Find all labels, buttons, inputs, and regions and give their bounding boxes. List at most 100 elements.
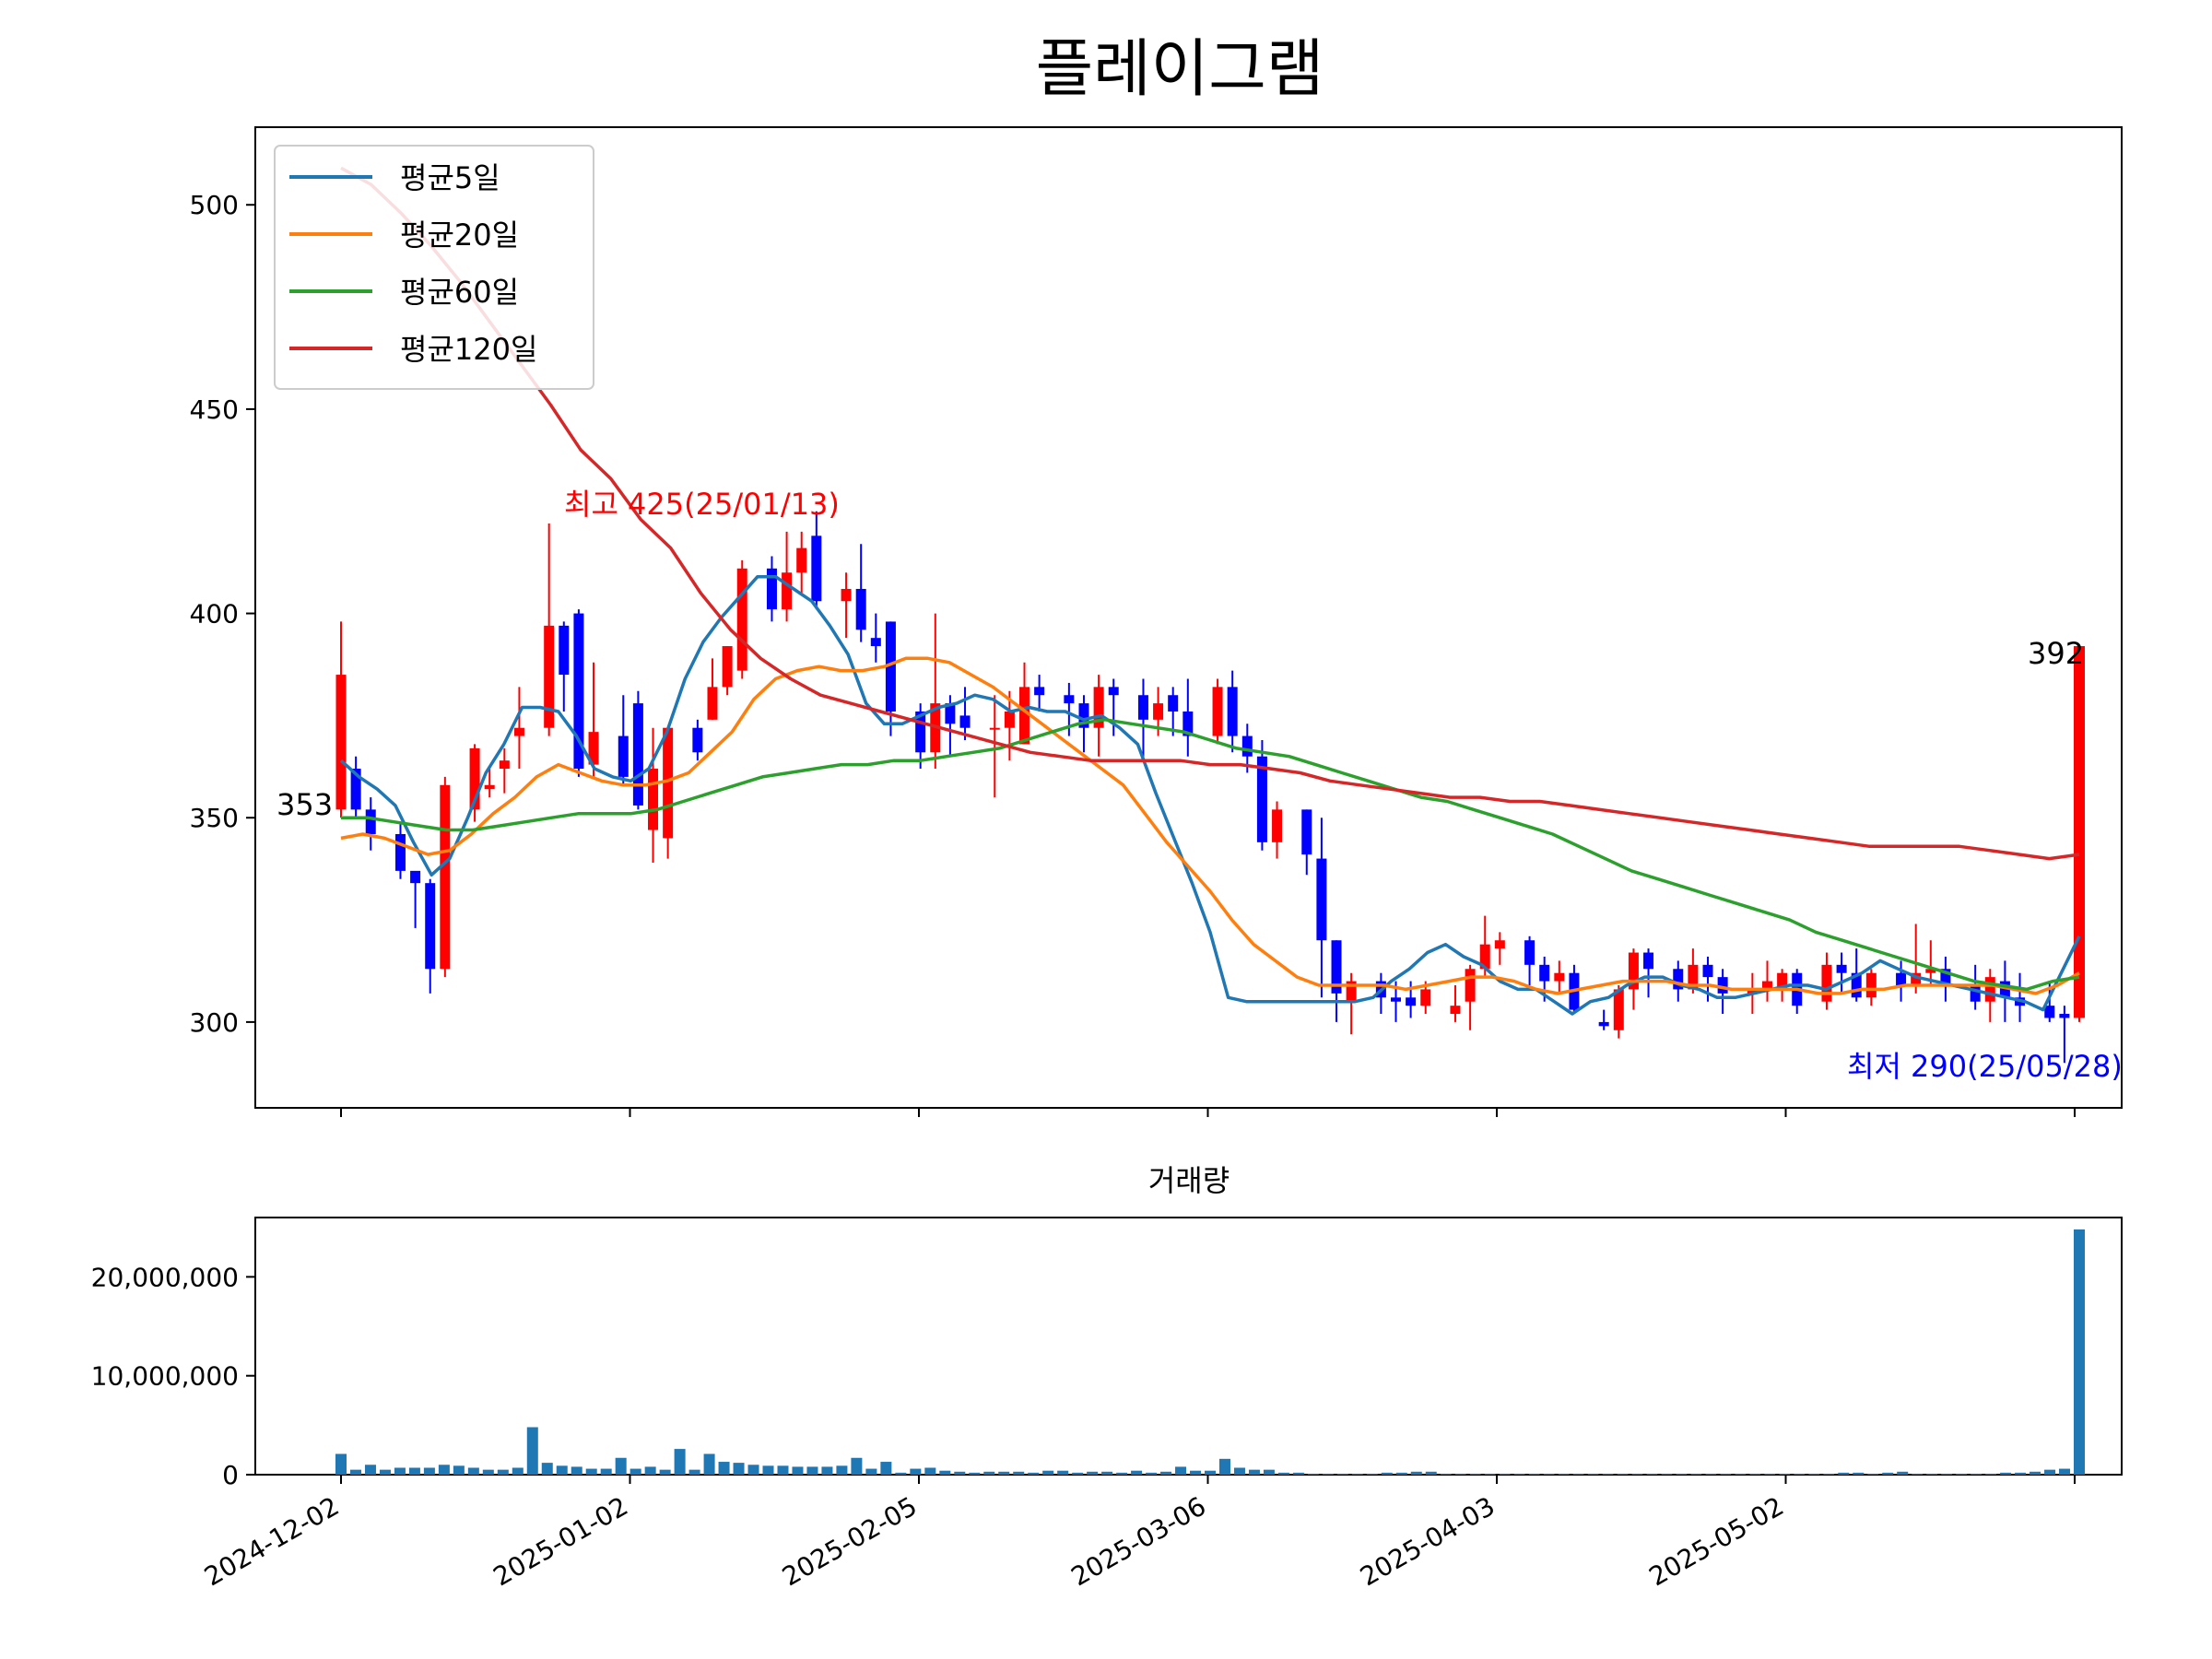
candle-body [1406, 997, 1417, 1006]
volume-bar [1587, 1473, 1599, 1475]
candle-body [782, 572, 793, 610]
candle-body [885, 621, 896, 712]
volume-bar [2059, 1468, 2071, 1475]
candle-body [736, 568, 747, 671]
price-plot-frame [254, 126, 2123, 1109]
candle-body [870, 638, 881, 647]
candle-body [1777, 972, 1788, 990]
candle-body [1390, 997, 1401, 1002]
volume-bar [1558, 1473, 1570, 1475]
candle-body [1256, 756, 1267, 842]
volume-bar [497, 1469, 509, 1475]
candle-body [1272, 809, 1283, 842]
candle-body [1851, 972, 1862, 998]
volume-bar [467, 1467, 479, 1475]
volume-bar [895, 1472, 907, 1475]
volume-bar [1617, 1473, 1629, 1475]
candle-body [1999, 981, 2010, 998]
volume-bar [659, 1469, 671, 1475]
volume-bar [2015, 1472, 2027, 1475]
candle-body [1465, 969, 1476, 1002]
volume-bar [1484, 1473, 1496, 1475]
volume-bar [1631, 1473, 1643, 1475]
volume-bar [1101, 1471, 1113, 1475]
candle-body [1168, 695, 1179, 712]
volume-bar [1867, 1473, 1879, 1475]
volume-bar [1190, 1470, 1202, 1475]
candle-body [1182, 711, 1194, 736]
volume-bar [1218, 1458, 1230, 1475]
volume-bar [1175, 1466, 1187, 1475]
candle-body [1316, 858, 1327, 941]
volume-ytick-label: 20,000,000 [91, 1262, 239, 1292]
candle-body [1688, 964, 1699, 990]
volume-bar [585, 1468, 597, 1475]
volume-bar [1912, 1473, 1924, 1475]
candle-body [915, 711, 926, 753]
candle-body [796, 547, 807, 573]
volume-bar [2044, 1469, 2056, 1475]
legend-box [274, 145, 594, 390]
candle-body [1717, 977, 1728, 994]
volume-bar [1263, 1469, 1275, 1475]
volume-bar [1513, 1473, 1525, 1475]
date-tick-label: 2025-05-02 [1644, 1490, 1789, 1592]
volume-bar [482, 1469, 494, 1475]
volume-bar [1116, 1472, 1128, 1475]
volume-bar [747, 1465, 759, 1475]
candle-body [1034, 687, 1045, 696]
volume-bar [364, 1465, 376, 1475]
volume-bar [1454, 1473, 1466, 1475]
candle-body [1643, 952, 1654, 970]
candle-body [648, 769, 659, 830]
volume-bar [1381, 1472, 1393, 1475]
volume-bar [821, 1466, 833, 1475]
volume-bar [1160, 1471, 1172, 1475]
volume-bar [1823, 1473, 1835, 1475]
candle-body [1078, 703, 1089, 728]
candle-body [1153, 703, 1164, 720]
candle-body [440, 784, 451, 970]
candle-body [365, 809, 376, 834]
candle-body [1346, 981, 1357, 1002]
volume-bar [571, 1466, 582, 1475]
candle-body [1628, 952, 1639, 990]
volume-bar [2000, 1472, 2012, 1475]
volume-bar [1926, 1473, 1938, 1475]
candle-body [855, 588, 866, 630]
volume-bar [1131, 1470, 1143, 1475]
volume-bar [1410, 1471, 1422, 1475]
candle-body [722, 646, 733, 688]
price-ytick-label: 450 [190, 394, 239, 425]
volume-bar [1072, 1472, 1084, 1475]
price-ytick-label: 400 [190, 599, 239, 629]
candle-body [1420, 989, 1431, 1006]
volume-bar [1292, 1472, 1304, 1475]
volume-bar [453, 1465, 465, 1475]
candle-body [1925, 969, 1936, 973]
volume-bar [792, 1466, 804, 1475]
candle-body [1613, 989, 1624, 1030]
volume-bar [1779, 1473, 1791, 1475]
volume-bar [703, 1453, 715, 1475]
candle-body [335, 675, 347, 810]
volume-bar [1205, 1470, 1216, 1475]
volume-bar [2074, 1229, 2085, 1475]
volume-bar [423, 1467, 435, 1475]
candle-body [1970, 985, 1981, 1002]
candle-body [394, 833, 406, 871]
volume-bar [1277, 1472, 1289, 1475]
candle-body [1747, 989, 1758, 994]
volume-bar [1985, 1473, 1997, 1475]
volume-bar [1838, 1472, 1850, 1475]
volume-bar [674, 1449, 686, 1475]
candle-body [1301, 809, 1312, 855]
price-ytick-label: 350 [190, 803, 239, 833]
candle-body [663, 727, 674, 839]
volume-bar [1351, 1473, 1363, 1475]
volume-bar [349, 1469, 361, 1475]
ma-line-0 [339, 574, 2081, 1016]
volume-bar [1366, 1473, 1378, 1475]
date-tick-label: 2025-03-06 [1066, 1490, 1211, 1592]
